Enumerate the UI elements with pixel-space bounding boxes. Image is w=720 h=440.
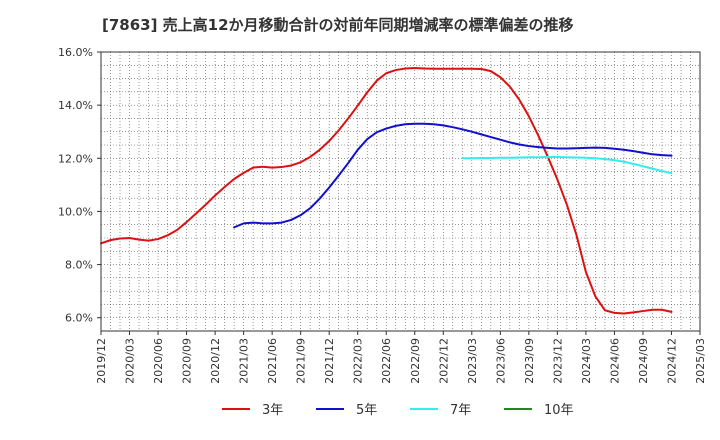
x-tick-label: 2023/03 <box>466 338 479 384</box>
legend-label-2: 5年 <box>356 403 377 418</box>
x-tick-label: 2021/12 <box>323 338 336 384</box>
y-tick-label: 10.0% <box>58 205 93 218</box>
y-tick-label: 8.0% <box>65 259 93 272</box>
plot-background <box>101 52 700 331</box>
x-tick-label: 2021/09 <box>295 338 308 384</box>
series-line-2 <box>233 122 673 229</box>
x-tick-label: 2023/12 <box>551 338 564 384</box>
x-tick-label: 2024/06 <box>608 338 621 384</box>
x-tick-label: 2023/09 <box>523 338 536 384</box>
x-tick-label: 2020/06 <box>152 338 165 384</box>
x-tick-label: 2023/06 <box>494 338 507 384</box>
plot-frame <box>100 51 701 332</box>
x-tick-label: 2022/06 <box>380 338 393 384</box>
x-tick-label: 2020/03 <box>124 338 137 384</box>
y-tick-label: 12.0% <box>58 152 93 165</box>
x-tick-label: 2021/06 <box>266 338 279 384</box>
x-tick-label: 2024/09 <box>637 338 650 384</box>
legend-label-3: 7年 <box>450 403 471 418</box>
x-tick-label: 2021/03 <box>238 338 251 384</box>
x-tick-label: 2025/03 <box>694 338 707 384</box>
y-tick-label: 14.0% <box>58 99 93 112</box>
x-tick-label: 2022/09 <box>409 338 422 384</box>
plot-area <box>101 52 700 331</box>
legend-label-1: 3年 <box>262 403 283 418</box>
chart-title: [7863] 売上高12か月移動合計の対前年同期増減率の標準偏差の推移 <box>102 16 574 34</box>
x-tick-label: 2022/12 <box>437 338 450 384</box>
series-layer <box>100 66 673 315</box>
legend-label-4: 10年 <box>544 403 574 418</box>
x-tick-label: 2020/12 <box>209 338 222 384</box>
axes: 6.0% 8.0% 10.0% 12.0% 14.0% 16.0% 2019/12 2020/… <box>58 46 707 384</box>
x-tick-label: 2024/03 <box>580 338 593 384</box>
x-tick-label: 2019/12 <box>95 338 108 384</box>
y-tick-label: 16.0% <box>58 46 93 59</box>
x-tick-label: 2020/09 <box>181 338 194 384</box>
series-line-1 <box>100 66 673 315</box>
grid <box>101 52 700 331</box>
x-tick-label: 2024/12 <box>665 338 678 384</box>
series-line-3 <box>461 155 673 175</box>
x-tick-label: 2022/03 <box>352 338 365 384</box>
legend: 3年 5年 7年 10年 <box>222 403 574 418</box>
y-tick-label: 6.0% <box>65 312 93 325</box>
